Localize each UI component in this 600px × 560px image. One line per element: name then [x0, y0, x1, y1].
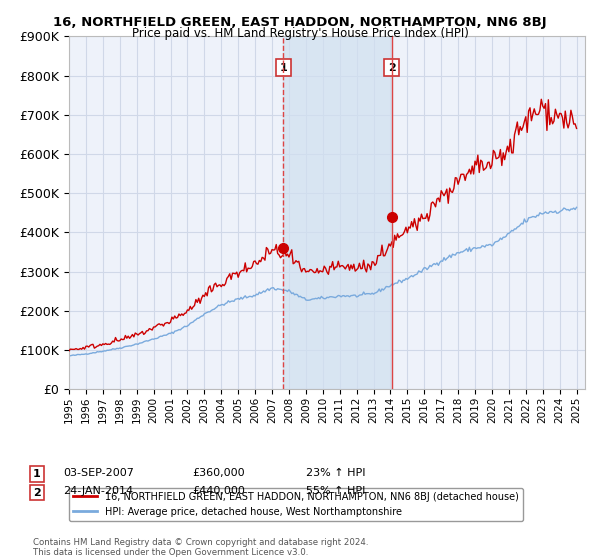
Text: 16, NORTHFIELD GREEN, EAST HADDON, NORTHAMPTON, NN6 8BJ: 16, NORTHFIELD GREEN, EAST HADDON, NORTH…	[53, 16, 547, 29]
Text: 24-JAN-2014: 24-JAN-2014	[63, 487, 133, 497]
Text: 23% ↑ HPI: 23% ↑ HPI	[306, 468, 365, 478]
Text: 1: 1	[33, 469, 41, 479]
Text: 03-SEP-2007: 03-SEP-2007	[63, 468, 134, 478]
Bar	[283, 36, 392, 389]
Text: 1: 1	[280, 63, 287, 73]
Text: £440,000: £440,000	[192, 487, 245, 497]
Text: 55% ↑ HPI: 55% ↑ HPI	[306, 487, 365, 497]
Text: Contains HM Land Registry data © Crown copyright and database right 2024.
This d: Contains HM Land Registry data © Crown c…	[33, 538, 368, 557]
Text: Price paid vs. HM Land Registry's House Price Index (HPI): Price paid vs. HM Land Registry's House …	[131, 27, 469, 40]
Text: £360,000: £360,000	[192, 468, 245, 478]
Text: 2: 2	[33, 488, 41, 498]
Legend: 16, NORTHFIELD GREEN, EAST HADDON, NORTHAMPTON, NN6 8BJ (detached house), HPI: A: 16, NORTHFIELD GREEN, EAST HADDON, NORTH…	[69, 488, 523, 521]
Text: 2: 2	[388, 63, 395, 73]
